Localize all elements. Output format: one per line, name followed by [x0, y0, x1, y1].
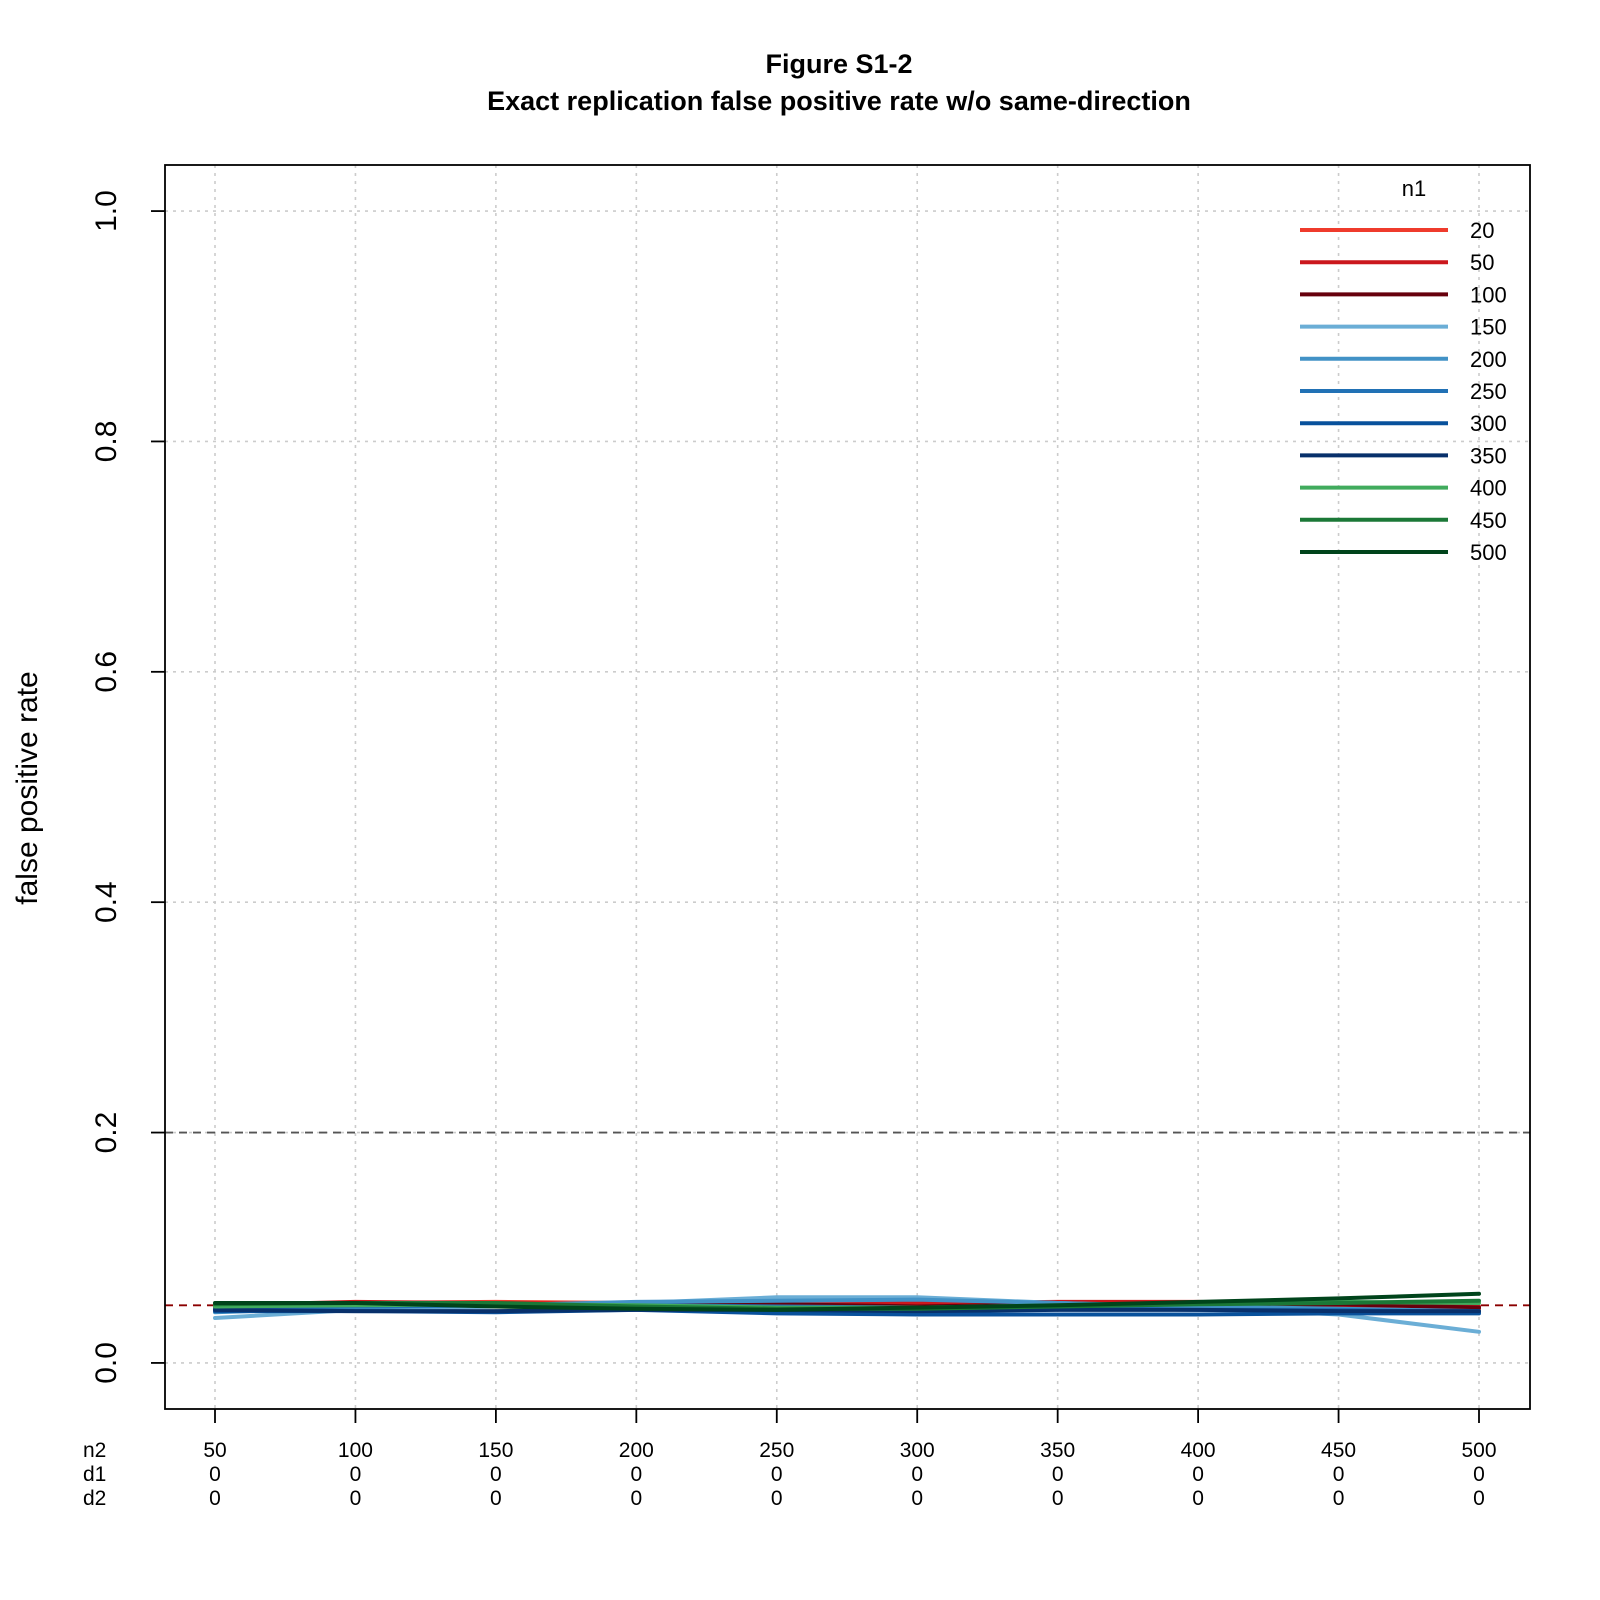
grid — [165, 165, 1530, 1409]
x-row-label-n2: n2 — [83, 1439, 106, 1462]
x-tick-label-d2: 0 — [350, 1487, 362, 1510]
x-tick-label-n2: 500 — [1461, 1439, 1496, 1462]
x-tick-label-d2: 0 — [1333, 1487, 1345, 1510]
x-tick-label-n2: 400 — [1181, 1439, 1216, 1462]
x-row-label-d1: d1 — [83, 1463, 106, 1486]
x-tick-label-n2: 450 — [1321, 1439, 1356, 1462]
x-tick-label-d1: 0 — [1333, 1463, 1345, 1486]
x-tick-label-n2: 200 — [619, 1439, 654, 1462]
y-tick-label: 0.4 — [90, 881, 123, 923]
legend-label-350: 350 — [1470, 443, 1507, 468]
x-tick-label-d1: 0 — [630, 1463, 642, 1486]
x-row-label-d2: d2 — [83, 1487, 106, 1510]
y-tick-label: 0.2 — [90, 1112, 123, 1154]
x-tick-label-d2: 0 — [630, 1487, 642, 1510]
x-tick-label-d1: 0 — [1473, 1463, 1485, 1486]
plot-frame — [164, 164, 1531, 1410]
x-tick-label-d1: 0 — [1052, 1463, 1064, 1486]
reference-lines — [165, 1131, 1530, 1307]
y-tick-label: 0.6 — [90, 651, 123, 693]
legend-label-20: 20 — [1470, 218, 1494, 243]
series-lines — [213, 1291, 1481, 1334]
legend-label-50: 50 — [1470, 250, 1494, 275]
y-axis: 0.0 0.2 0.4 0.6 0.8 1.0 — [90, 190, 165, 1384]
x-tick-label-n2: 350 — [1040, 1439, 1075, 1462]
chart-subtitle: Exact replication false positive rate w/… — [487, 86, 1191, 116]
x-tick-label-n2: 50 — [203, 1439, 226, 1462]
x-tick-label-n2: 250 — [759, 1439, 794, 1462]
x-tick-label-d2: 0 — [490, 1487, 502, 1510]
x-tick-label-d2: 0 — [1052, 1487, 1064, 1510]
x-tick-label-d2: 0 — [1192, 1487, 1204, 1510]
legend-label-200: 200 — [1470, 347, 1507, 372]
legend-label-100: 100 — [1470, 282, 1507, 307]
y-axis-label: false positive rate — [11, 671, 44, 904]
x-tick-label-d1: 0 — [350, 1463, 362, 1486]
x-tick-label-d2: 0 — [1473, 1487, 1485, 1510]
y-tick-label: 1.0 — [90, 190, 123, 232]
x-tick-label-d1: 0 — [209, 1463, 221, 1486]
x-tick-label-d2: 0 — [209, 1487, 221, 1510]
y-tick-label: 0.0 — [90, 1342, 123, 1384]
legend-label-250: 250 — [1470, 379, 1507, 404]
series-line-n1-500 — [213, 1291, 1481, 1312]
x-tick-label-d2: 0 — [771, 1487, 783, 1510]
x-tick-label-d1: 0 — [490, 1463, 502, 1486]
y-tick-label: 0.8 — [90, 421, 123, 463]
x-tick-label-n2: 100 — [338, 1439, 373, 1462]
legend-label-300: 300 — [1470, 411, 1507, 436]
x-tick-label-n2: 150 — [478, 1439, 513, 1462]
legend-label-400: 400 — [1470, 476, 1507, 501]
x-tick-label-d1: 0 — [1192, 1463, 1204, 1486]
x-tick-label-d1: 0 — [911, 1463, 923, 1486]
legend-label-450: 450 — [1470, 508, 1507, 533]
legend: n1 20 50 100 150 200 250 300 350 400 450 500 — [1300, 176, 1507, 565]
x-tick-label-d2: 0 — [911, 1487, 923, 1510]
x-tick-label-d1: 0 — [771, 1463, 783, 1486]
chart-title: Figure S1-2 — [765, 49, 912, 79]
legend-title: n1 — [1402, 176, 1426, 201]
legend-label-150: 150 — [1470, 315, 1507, 340]
legend-label-500: 500 — [1470, 540, 1507, 565]
x-tick-label-n2: 300 — [900, 1439, 935, 1462]
